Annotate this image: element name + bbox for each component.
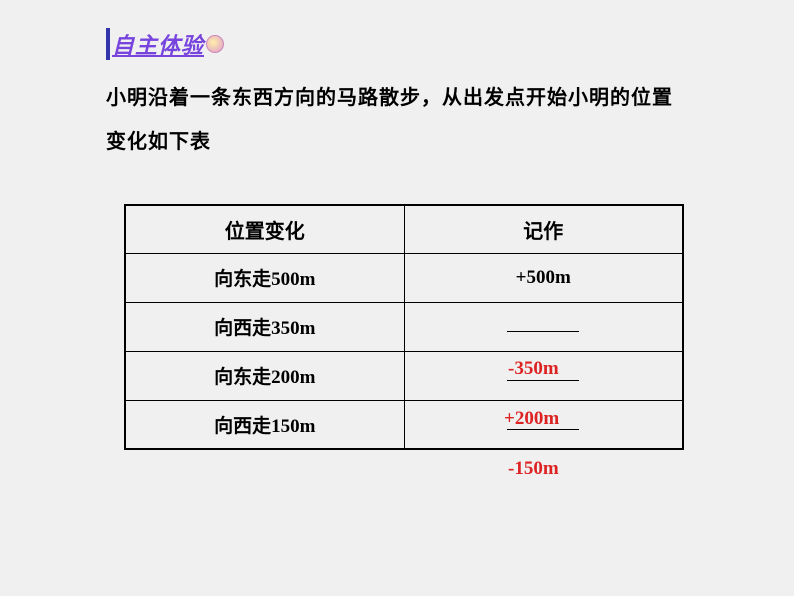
handwritten-answer-2: +200m bbox=[504, 408, 559, 430]
cell-position-3: 向西走150m bbox=[125, 400, 404, 449]
table-header-row: 位置变化 记作 bbox=[125, 205, 683, 253]
handwritten-answer-1: -350m bbox=[508, 358, 559, 380]
cell-position-1: 向西走350m bbox=[125, 302, 404, 351]
cell-notation-1 bbox=[404, 302, 683, 351]
blank-line bbox=[507, 315, 579, 332]
header-notation: 记作 bbox=[404, 205, 683, 253]
position-table: 位置变化 记作 向东走500m +500m 向西走350m 向东走200m 向西… bbox=[124, 204, 684, 450]
table-row: 向西走150m bbox=[125, 400, 683, 449]
cell-position-0: 向东走500m bbox=[125, 253, 404, 302]
description-line-1: 小明沿着一条东西方向的马路散步，从出发点开始小明的位置 bbox=[106, 87, 673, 109]
description-line-2: 变化如下表 bbox=[106, 131, 211, 153]
table-row: 向东走200m bbox=[125, 351, 683, 400]
handwritten-answer-3: -150m bbox=[508, 458, 559, 480]
title-accent-bar bbox=[106, 28, 110, 60]
header-position: 位置变化 bbox=[125, 205, 404, 253]
problem-description: 小明沿着一条东西方向的马路散步，从出发点开始小明的位置 变化如下表 bbox=[106, 76, 714, 164]
cell-position-2: 向东走200m bbox=[125, 351, 404, 400]
section-title-container: 自主体验 bbox=[106, 28, 224, 60]
cell-notation-0: +500m bbox=[404, 253, 683, 302]
title-decoration-icon bbox=[206, 35, 224, 53]
table-row: 向东走500m +500m bbox=[125, 253, 683, 302]
section-title: 自主体验 bbox=[112, 28, 204, 60]
table-row: 向西走350m bbox=[125, 302, 683, 351]
position-table-container: 位置变化 记作 向东走500m +500m 向西走350m 向东走200m 向西… bbox=[124, 204, 684, 450]
